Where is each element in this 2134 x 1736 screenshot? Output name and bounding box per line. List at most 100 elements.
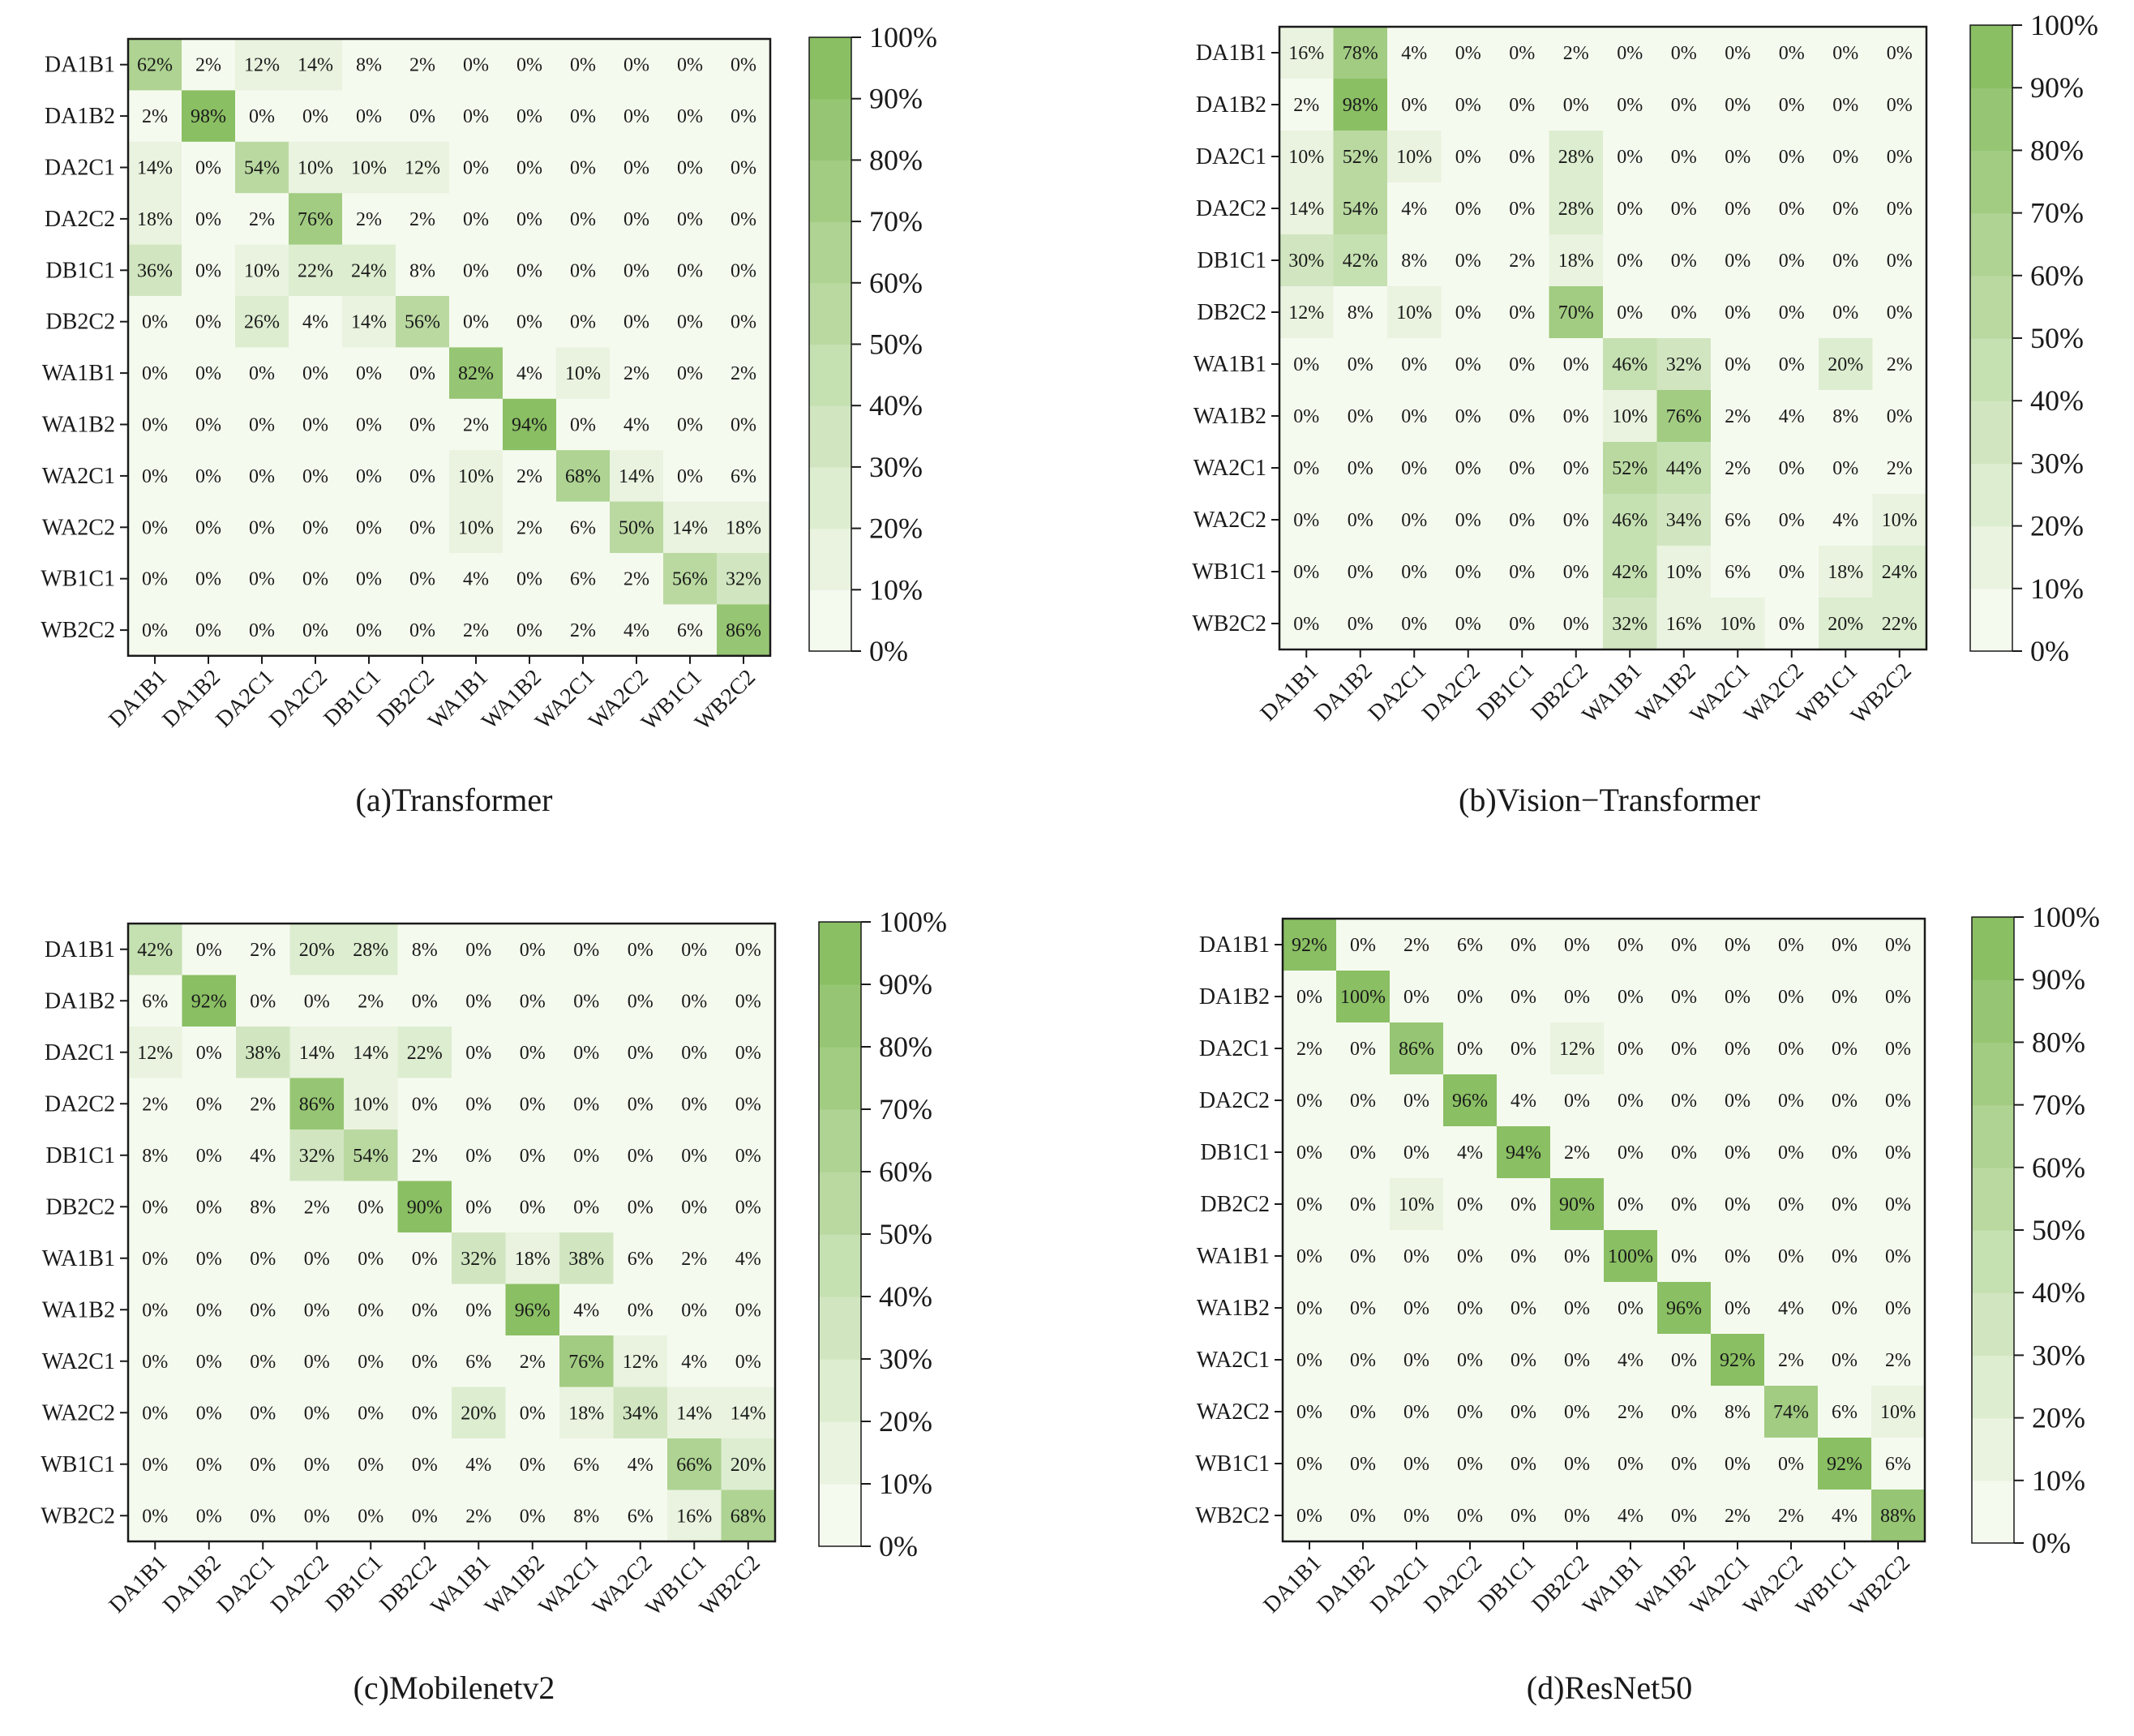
cell-value-label: 6% — [1457, 935, 1483, 956]
cell-value-label: 92% — [1292, 935, 1327, 956]
cell-value-label: 20% — [1828, 354, 1863, 375]
heatmap-cell — [667, 1438, 722, 1491]
cell-value-label: 0% — [142, 569, 168, 590]
cell-value-label: 12% — [623, 1352, 658, 1373]
cell-value-label: 0% — [681, 1197, 707, 1218]
cell-value-label: 0% — [1778, 987, 1804, 1008]
heatmap-cell — [1283, 1126, 1337, 1179]
heatmap-cell — [1495, 27, 1550, 79]
cell-value-label: 0% — [465, 1094, 491, 1115]
heatmap-cell — [556, 501, 611, 554]
cell-value-label: 0% — [516, 312, 542, 333]
heatmap-cell — [1657, 1230, 1712, 1283]
heatmap-cell — [452, 1129, 507, 1182]
cell-value-label: 0% — [1832, 95, 1858, 116]
cell-value-label: 0% — [1564, 1454, 1590, 1475]
cell-value-label: 14% — [137, 158, 173, 179]
heatmap-cell — [1387, 286, 1442, 339]
heatmap-cell — [1279, 79, 1335, 131]
cell-value-label: 4% — [1832, 1506, 1858, 1527]
cell-value-label: 0% — [1509, 406, 1535, 427]
cell-value-label: 0% — [356, 569, 382, 590]
heatmap-cell — [1656, 286, 1712, 339]
colorbar-tick-label: 10% — [2030, 572, 2084, 605]
heatmap-cell — [397, 1387, 452, 1439]
heatmap-cell — [182, 1181, 237, 1233]
heatmap-cell — [128, 553, 182, 605]
cell-value-label: 0% — [409, 517, 435, 538]
cell-value-label: 66% — [676, 1455, 712, 1476]
cell-value-label: 0% — [735, 1094, 761, 1115]
x-tick-label: WA2C1 — [1685, 1550, 1755, 1620]
cell-value-label: 0% — [1832, 987, 1858, 1008]
heatmap-cell — [559, 1335, 615, 1388]
colorbar-band — [819, 1234, 861, 1297]
heatmap-cell — [1387, 27, 1442, 79]
heatmap-cell — [1818, 971, 1872, 1023]
heatmap-cell — [128, 244, 182, 297]
cell-value-label: 0% — [628, 940, 653, 961]
y-tick-label: DB1C1 — [1200, 1140, 1270, 1165]
cell-value-label: 54% — [1343, 199, 1378, 220]
cell-value-label: 2% — [731, 363, 756, 384]
heatmap-cell — [449, 347, 504, 400]
cell-value-label: 18% — [726, 517, 761, 538]
cell-value-label: 0% — [196, 1455, 222, 1476]
cell-value-label: 0% — [1887, 43, 1913, 64]
heatmap-cell — [344, 1232, 399, 1285]
colorbar-tick-label: 0% — [879, 1530, 918, 1562]
heatmap-cell — [235, 39, 289, 91]
cell-value-label: 0% — [302, 620, 328, 641]
heatmap-cell — [235, 141, 289, 194]
heatmap-cell — [1443, 1178, 1498, 1231]
cell-value-label: 42% — [1612, 562, 1648, 583]
cell-value-label: 0% — [1671, 95, 1697, 116]
heatmap-cell — [1336, 1074, 1391, 1127]
cell-value-label: 0% — [1563, 562, 1589, 583]
heatmap-cell — [667, 1490, 722, 1542]
cell-value-label: 10% — [351, 158, 387, 179]
cell-value-label: 0% — [1457, 1194, 1483, 1215]
heatmap-cell — [1443, 919, 1498, 971]
heatmap-cell — [717, 244, 771, 297]
heatmap-cell — [128, 1078, 183, 1130]
cell-value-label: 0% — [465, 1197, 491, 1218]
heatmap-cell — [1390, 1334, 1444, 1387]
heatmap-cell — [1764, 1022, 1819, 1075]
cell-value-label: 100% — [1340, 987, 1386, 1008]
cell-value-label: 10% — [1880, 1402, 1916, 1423]
heatmap-cell — [1604, 919, 1658, 971]
heatmap-cell — [1711, 1490, 1765, 1542]
cell-value-label: 6% — [570, 569, 596, 590]
heatmap-cell — [667, 1335, 722, 1388]
cell-value-label: 0% — [1350, 1142, 1376, 1164]
cell-value-label: 0% — [1293, 562, 1319, 583]
heatmap-cell — [235, 450, 289, 503]
heatmap-cell — [559, 1181, 615, 1233]
cell-value-label: 0% — [358, 1455, 384, 1476]
heatmap-cell — [289, 296, 343, 348]
heatmap-cell — [1283, 1386, 1337, 1438]
colorbar-band — [819, 1297, 861, 1360]
heatmap-cell — [1603, 494, 1658, 547]
heatmap-cell — [1283, 1490, 1337, 1542]
cell-value-label: 14% — [619, 466, 654, 487]
heatmap-cell — [236, 1078, 291, 1130]
heatmap-cell — [1336, 1230, 1391, 1283]
cell-value-label: 0% — [681, 1043, 707, 1064]
cell-value-label: 0% — [1564, 1246, 1590, 1267]
cell-value-label: 0% — [1671, 935, 1697, 956]
heatmap-cell — [1711, 1282, 1765, 1335]
heatmap-cell — [182, 501, 236, 554]
x-tick-label: DA2C2 — [266, 1550, 334, 1618]
heatmap-cell — [1764, 131, 1819, 183]
y-tick-label: DA1B1 — [45, 53, 115, 78]
cell-value-label: 0% — [731, 260, 756, 281]
heatmap-cell — [1764, 1438, 1819, 1490]
cell-value-label: 0% — [677, 312, 703, 333]
x-tick-label: WA2C1 — [1685, 658, 1755, 728]
heatmap-cell — [452, 1232, 507, 1285]
cell-value-label: 68% — [731, 1506, 766, 1527]
cell-value-label: 2% — [1563, 43, 1589, 64]
